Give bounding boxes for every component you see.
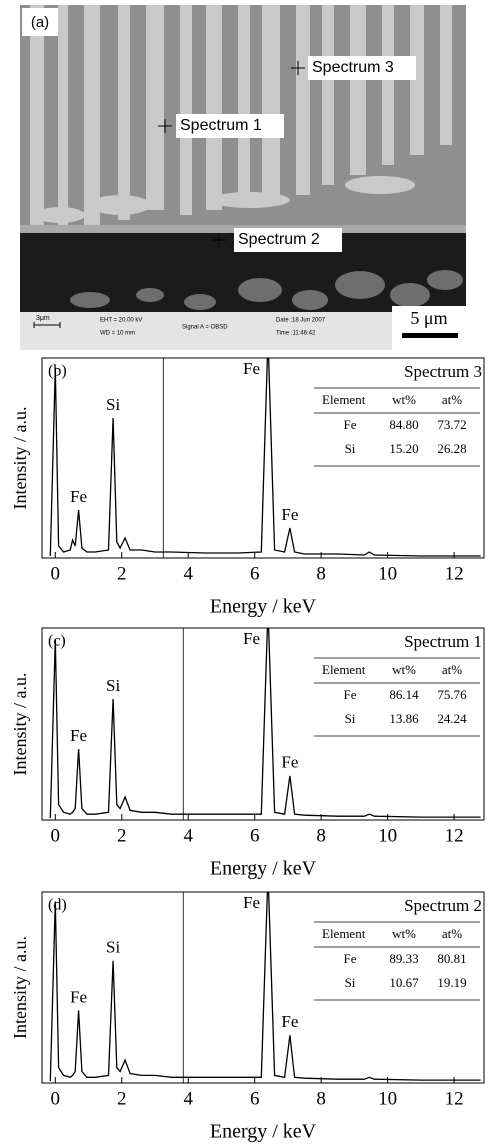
table-cell: 10.67: [389, 975, 419, 990]
panel-label: (c): [48, 633, 66, 650]
table-header: at%: [442, 662, 462, 677]
spectrum-line: [49, 892, 481, 1082]
table-header: at%: [442, 926, 462, 941]
chart-title: Spectrum 1: [404, 632, 482, 651]
panel-label: (a): [31, 14, 49, 31]
x-tick-label: 10: [378, 825, 397, 846]
table-cell: Si: [345, 441, 356, 456]
peak-label: Si: [106, 938, 120, 957]
spot-label: Spectrum 2: [238, 231, 320, 248]
x-tick-label: 8: [316, 1088, 326, 1109]
chart-title: Spectrum 3: [404, 362, 482, 381]
x-tick-label: 10: [378, 1088, 397, 1109]
x-tick-label: 10: [378, 563, 397, 584]
table-cell: 84.80: [389, 417, 418, 432]
table-header: at%: [442, 392, 462, 407]
peak-label: Fe: [243, 359, 260, 378]
panel-label: (d): [48, 897, 67, 914]
table-cell: 13.86: [389, 711, 419, 726]
table-header: wt%: [392, 926, 416, 941]
spectrum-line: [49, 358, 481, 557]
x-axis-label: Energy / keV: [210, 1121, 317, 1143]
x-tick-label: 2: [117, 825, 127, 846]
x-tick-label: 8: [316, 563, 326, 584]
x-tick-label: 8: [316, 825, 326, 846]
x-tick-label: 12: [445, 1088, 464, 1109]
peak-label: Fe: [70, 487, 87, 506]
table-header: wt%: [392, 662, 416, 677]
table-cell: 80.81: [437, 951, 466, 966]
table-cell: 19.19: [437, 975, 466, 990]
table-cell: 15.20: [389, 441, 418, 456]
spectrum-panel: 0 2 4 6 8 10 12 Energy / keV Intensity / a.u. (d)…: [10, 891, 485, 1143]
table-cell: Si: [345, 711, 356, 726]
spot-label: Spectrum 1: [180, 117, 262, 134]
table-cell: 75.76: [437, 687, 467, 702]
scale-bar-label: 5 μm: [410, 308, 447, 328]
x-tick-label: 12: [445, 563, 464, 584]
peak-label: Fe: [281, 753, 298, 772]
x-tick-label: 4: [183, 1088, 193, 1109]
info-text: 3μm: [36, 315, 50, 322]
peak-label: Fe: [281, 1012, 298, 1031]
x-axis-label: Energy / keV: [210, 858, 317, 880]
plot-frame: [41, 357, 485, 559]
spot-label: Spectrum 3: [312, 59, 394, 76]
peak-label: Fe: [243, 629, 260, 648]
x-axis-label: Energy / keV: [210, 596, 317, 618]
x-tick-label: 0: [51, 563, 61, 584]
x-tick-label: 6: [250, 825, 260, 846]
x-tick-label: 4: [183, 563, 193, 584]
panel-label: (b): [48, 363, 67, 380]
table-header: wt%: [392, 392, 416, 407]
x-tick-label: 2: [117, 1088, 127, 1109]
table-cell: 24.24: [437, 711, 467, 726]
x-tick-label: 12: [445, 825, 464, 846]
peak-label: Si: [106, 395, 120, 414]
x-tick-label: 2: [117, 563, 127, 584]
table-header: Element: [322, 392, 366, 407]
sem-image: (a) Spectrum 3 Spectrum 1 Spectrum 2 3μm…: [20, 5, 466, 350]
table-cell: Fe: [344, 687, 357, 702]
spectrum-panel: 0 2 4 6 8 10 12 Energy / keV Intensity / a.u. (c)…: [10, 627, 485, 880]
x-tick-label: 6: [250, 1088, 260, 1109]
plot-frame: [41, 627, 485, 821]
peak-label: Si: [106, 676, 120, 695]
info-text: EHT = 20.00 kV: [100, 318, 142, 324]
peak-label: Fe: [70, 726, 87, 745]
peak-label: Fe: [70, 987, 87, 1006]
table-cell: 86.14: [389, 687, 419, 702]
info-text: Time :11:46:42: [276, 331, 316, 337]
y-axis-label: Intensity / a.u.: [10, 673, 30, 776]
table-cell: Fe: [344, 951, 357, 966]
spectrum-line: [49, 628, 481, 819]
x-tick-label: 0: [51, 1088, 61, 1109]
y-axis-label: Intensity / a.u.: [10, 407, 30, 510]
peak-label: Fe: [243, 893, 260, 912]
info-text: WD = 10 mm: [100, 331, 135, 337]
table-cell: 73.72: [437, 417, 466, 432]
scale-bar: [402, 333, 458, 338]
spectrum-panel: 0 2 4 6 8 10 12 Energy / keV Intensity / a.u. (b)…: [10, 357, 485, 618]
x-tick-label: 6: [250, 563, 260, 584]
table-cell: Fe: [344, 417, 357, 432]
y-axis-label: Intensity / a.u.: [10, 936, 30, 1039]
info-text: Date :18 Jun 2007: [276, 318, 326, 324]
table-header: Element: [322, 662, 366, 677]
info-text: Signal A = OBSD: [182, 325, 228, 331]
plot-frame: [41, 891, 485, 1084]
chart-title: Spectrum 2: [404, 896, 482, 915]
x-tick-label: 0: [51, 825, 61, 846]
table-cell: 89.33: [389, 951, 418, 966]
table-cell: 26.28: [437, 441, 466, 456]
table-header: Element: [322, 926, 366, 941]
table-cell: Si: [345, 975, 356, 990]
peak-label: Fe: [281, 505, 298, 524]
x-tick-label: 4: [183, 825, 193, 846]
